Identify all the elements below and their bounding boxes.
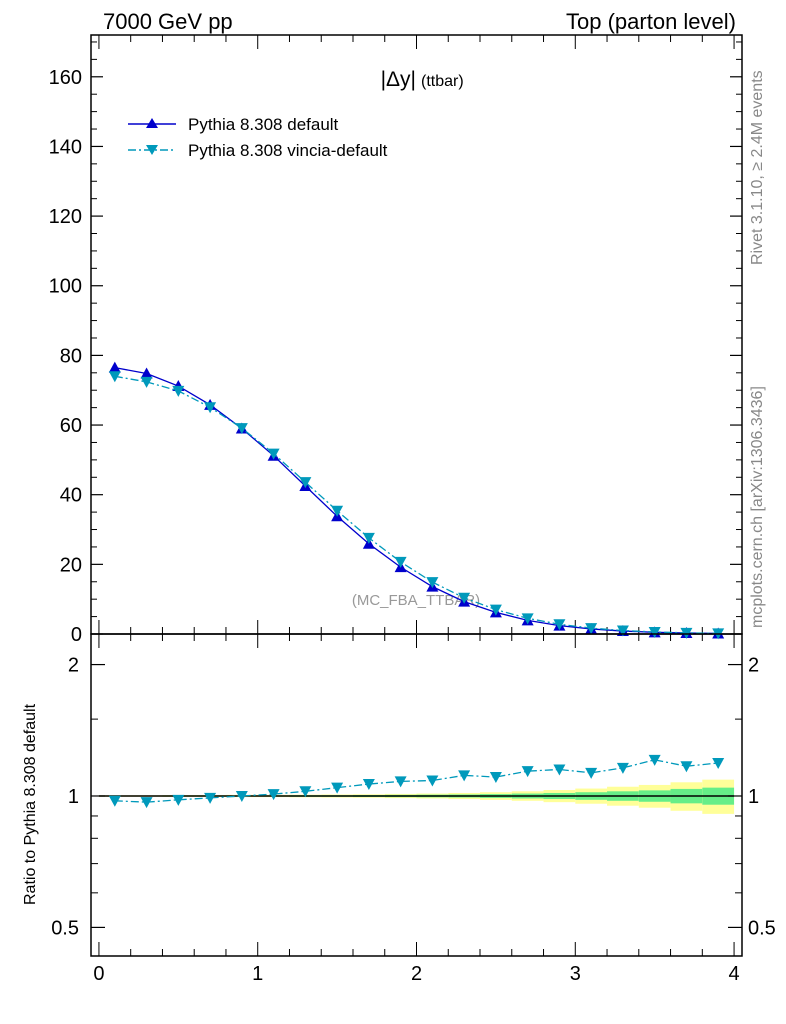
ratio-y-tick-label: 2 [68,655,79,677]
ratio-point-vincia [712,758,725,770]
data-point-vincia [204,402,217,414]
ratio-point-vincia [521,766,534,778]
ratio-point-vincia [489,772,502,784]
ratio-y-tick-label: 0.5 [51,917,79,939]
data-point-vincia [299,477,312,489]
ratio-point-vincia [394,776,407,788]
main-y-tick-label: 60 [60,415,82,437]
ratio-point-vincia [426,775,439,787]
data-point-vincia [616,625,629,637]
ratio-point-vincia [235,790,248,802]
x-tick-label: 2 [411,963,422,985]
ratio-point-vincia [331,782,344,794]
x-tick-label: 3 [570,963,581,985]
main-y-tick-label: 160 [49,67,82,89]
data-point-vincia [172,385,185,397]
data-point-vincia [362,532,375,544]
legend-label-default: Pythia 8.308 default [188,115,339,134]
data-point-vincia [426,577,439,589]
data-point-vincia [267,448,280,460]
legend-marker-default [146,118,158,128]
ratio-point-vincia [204,792,217,804]
series-line-vincia [114,375,719,634]
ratio-y-axis-label: Ratio to Pythia 8.308 default [22,703,39,905]
data-point-vincia [108,371,121,383]
legend-marker-vincia [146,145,158,155]
main-y-tick-label: 120 [49,206,82,228]
ratio-point-vincia [299,786,312,798]
data-point-vincia [394,556,407,568]
plot-title-suffix: (ttbar) [421,73,464,90]
main-y-tick-label: 20 [60,554,82,576]
ratio-point-vincia [362,779,375,791]
main-series [108,361,725,640]
ratio-point-vincia [172,794,185,806]
ratio-uncertainty-bands [98,779,735,814]
ratio-point-vincia [267,789,280,801]
data-point-default [140,367,153,379]
ratio-y-axis: 0.5 0.5 1 1 2 2 [51,655,776,940]
data-point-vincia [235,423,248,435]
mcplots-credit-label: mcplots.cern.ch [arXiv:1306.3436] [749,386,766,628]
ratio-point-vincia [140,797,153,809]
ratio-line-vincia [114,759,719,803]
x-tick-label: 1 [252,963,263,985]
data-point-vincia [458,592,471,604]
ratio-y-tick-label-right: 0.5 [748,917,776,939]
data-point-default [108,361,121,373]
header-energy: 7000 GeV pp [103,9,233,34]
ratio-point-vincia [585,767,598,779]
main-y-tick-label: 140 [49,136,82,158]
data-point-vincia [140,376,153,388]
data-point-vincia [553,619,566,631]
main-panel: 0 20 40 60 80 100 120 140 160 (MC_FBA_TTBAR) |Δy… [49,34,743,646]
ratio-series [108,754,725,809]
ratio-y-tick-label: 1 [68,786,79,808]
main-y-axis: 0 20 40 60 80 100 120 140 160 [49,41,742,646]
ratio-point-vincia [680,761,693,773]
data-point-vincia [585,623,598,635]
ratio-panel: 0.5 0.5 1 1 2 2 0 1 2 3 4 Ratio to Pythia 8.308 d… [22,633,776,985]
ratio-y-tick-label-right: 2 [748,655,759,677]
legend: Pythia 8.308 default Pythia 8.308 vincia… [128,115,388,160]
ratio-point-vincia [458,770,471,782]
rivet-version-label: Rivet 3.1.10, ≥ 2.4M events [749,70,766,265]
main-x-ticks [98,35,735,634]
main-y-tick-label: 100 [49,276,82,298]
legend-label-vincia: Pythia 8.308 vincia-default [188,141,388,160]
main-y-tick-label: 80 [60,345,82,367]
ratio-point-vincia [648,754,661,766]
main-y-tick-label: 40 [60,485,82,507]
data-point-vincia [648,626,661,638]
data-point-vincia [489,604,502,616]
ratio-point-vincia [553,764,566,776]
data-point-vincia [521,613,534,625]
plot-title: |Δy| [381,68,416,91]
data-point-vincia [331,505,344,517]
ratio-x-axis: 0 1 2 3 4 [93,634,740,985]
header-process: Top (parton level) [566,9,736,34]
main-watermark: (MC_FBA_TTBAR) [352,592,480,609]
main-y-tick-label: 0 [71,624,82,646]
x-tick-label: 4 [728,963,739,985]
x-tick-label: 0 [93,963,104,985]
ratio-point-vincia [616,762,629,774]
ratio-y-tick-label-right: 1 [748,786,759,808]
ratio-point-vincia [108,795,121,807]
